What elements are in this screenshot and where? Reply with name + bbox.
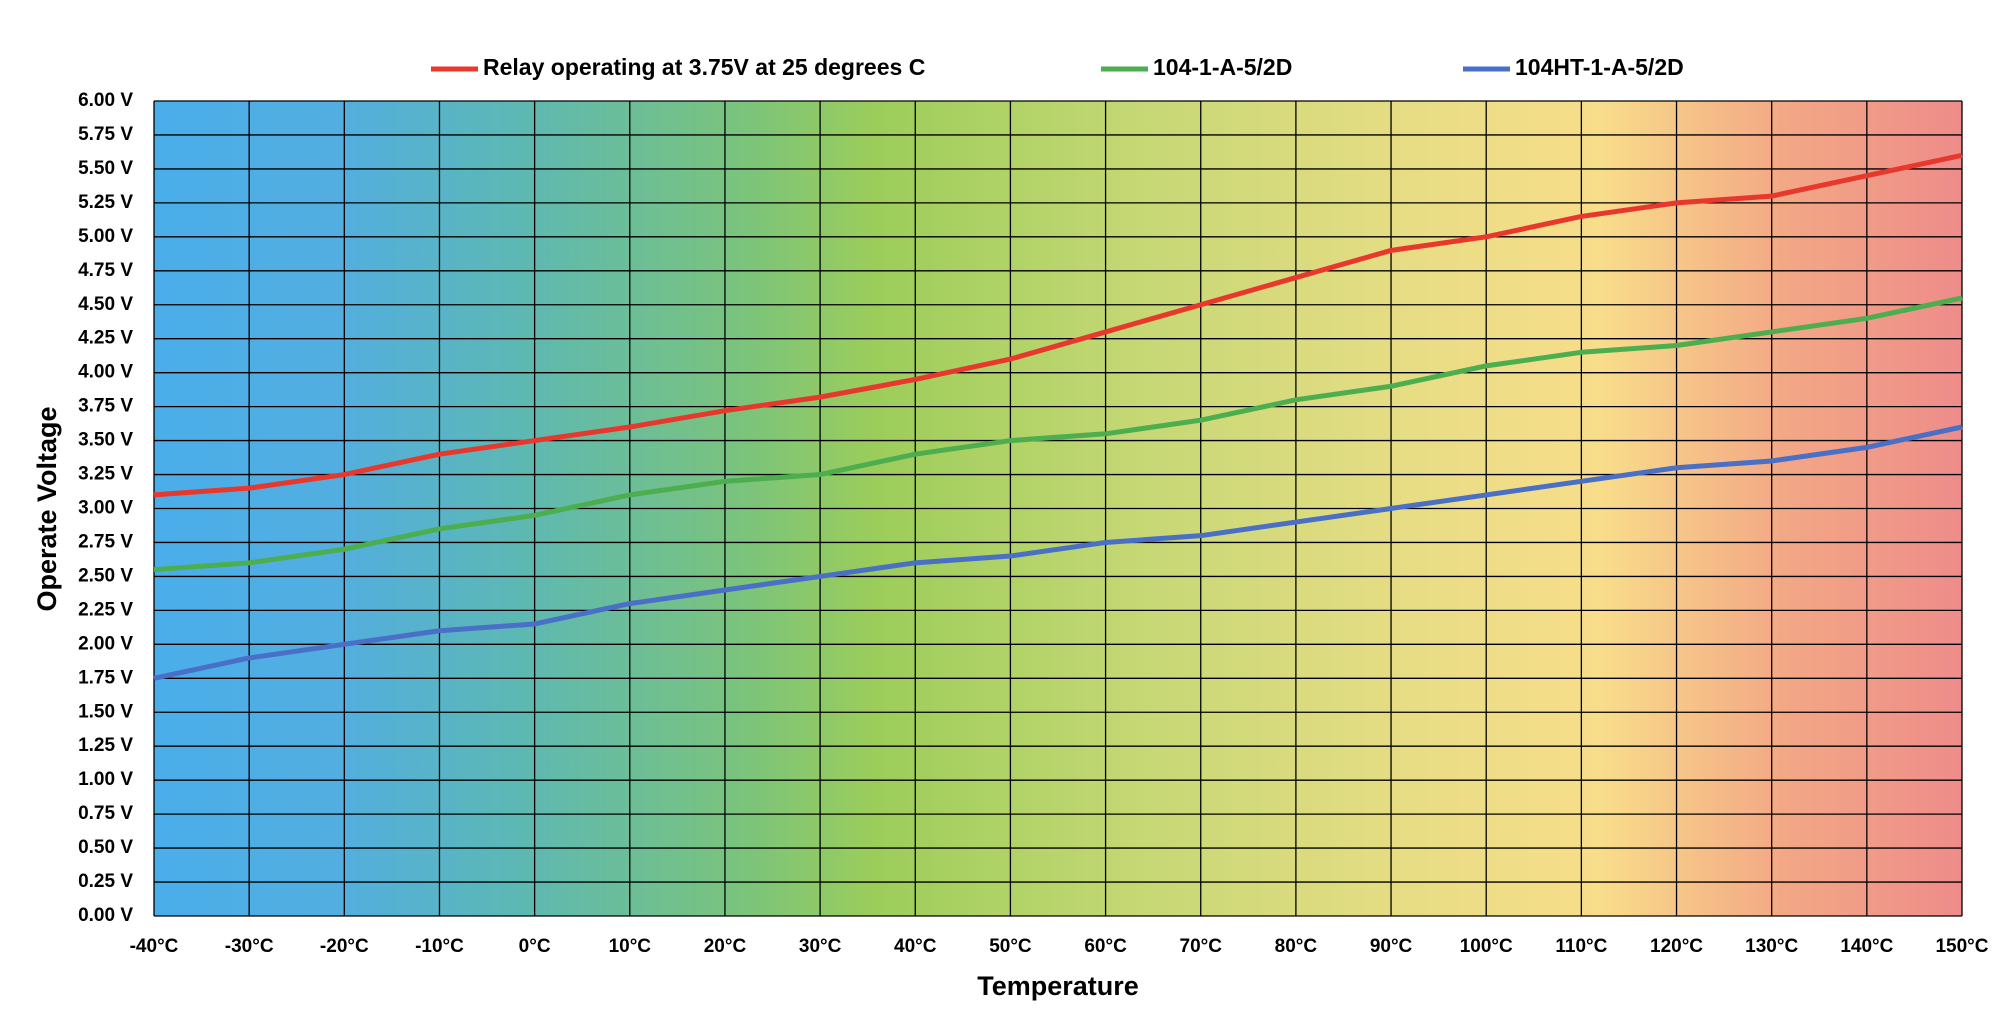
y-tick-label: 4.75 V	[78, 260, 133, 281]
y-tick-label: 3.25 V	[78, 464, 133, 485]
y-tick-label: 2.00 V	[78, 633, 133, 654]
x-tick-label: -10°C	[415, 936, 464, 957]
y-tick-label: 0.75 V	[78, 803, 133, 824]
series-line	[153, 424, 1963, 681]
x-tick-label: 140°C	[1840, 936, 1893, 957]
y-tick-label: 5.00 V	[78, 226, 133, 247]
y-tick-label: 3.75 V	[78, 396, 133, 417]
y-tick-label: 5.50 V	[78, 158, 133, 179]
x-tick-label: 70°C	[1180, 936, 1223, 957]
y-tick-label: 2.75 V	[78, 531, 133, 552]
y-tick-label: 2.25 V	[78, 599, 133, 620]
y-tick-label: 2.50 V	[78, 565, 133, 586]
y-tick-label: 0.25 V	[78, 871, 133, 892]
x-tick-label: 40°C	[894, 936, 937, 957]
y-tick-label: 5.25 V	[78, 192, 133, 213]
y-tick-label: 4.25 V	[78, 328, 133, 349]
legend-label: 104-1-A-5/2D	[1153, 54, 1292, 80]
series-line	[153, 295, 1963, 573]
y-tick-label: 1.25 V	[78, 735, 133, 756]
x-tick-label: 0°C	[519, 936, 551, 957]
x-tick-label: -30°C	[225, 936, 274, 957]
x-tick-label: 20°C	[704, 936, 747, 957]
y-axis-title: Operate Voltage	[32, 406, 62, 611]
x-tick-label: 80°C	[1275, 936, 1318, 957]
y-tick-label: 4.00 V	[78, 362, 133, 383]
y-tick-label: 0.00 V	[78, 905, 133, 926]
y-tick-label: 4.50 V	[78, 294, 133, 315]
x-tick-label: 110°C	[1555, 936, 1607, 957]
x-tick-label: 50°C	[989, 936, 1032, 957]
x-axis-title: Temperature	[977, 971, 1139, 1001]
y-tick-label: 1.00 V	[78, 769, 133, 790]
x-tick-label: 30°C	[799, 936, 842, 957]
y-tick-label: 6.00 V	[78, 90, 133, 111]
x-tick-label: 60°C	[1084, 936, 1127, 957]
y-tick-label: 0.50 V	[78, 837, 133, 858]
x-tick-label: 90°C	[1370, 936, 1413, 957]
legend-label: Relay operating at 3.75V at 25 degrees C	[483, 54, 925, 80]
y-tick-label: 1.75 V	[78, 667, 133, 688]
x-tick-label: 120°C	[1650, 936, 1703, 957]
x-tick-label: 150°C	[1935, 936, 1988, 957]
y-tick-label: 3.00 V	[78, 498, 133, 519]
y-tick-label: 3.50 V	[78, 430, 133, 451]
y-tick-label: 5.75 V	[78, 124, 133, 145]
y-tick-label: 1.50 V	[78, 701, 133, 722]
series-line	[153, 152, 1963, 498]
x-tick-label: -20°C	[320, 936, 369, 957]
x-tick-label: 10°C	[609, 936, 652, 957]
x-tick-label: -40°C	[130, 936, 179, 957]
x-tick-label: 100°C	[1460, 936, 1513, 957]
legend-label: 104HT-1-A-5/2D	[1515, 54, 1684, 80]
x-tick-label: 130°C	[1745, 936, 1798, 957]
